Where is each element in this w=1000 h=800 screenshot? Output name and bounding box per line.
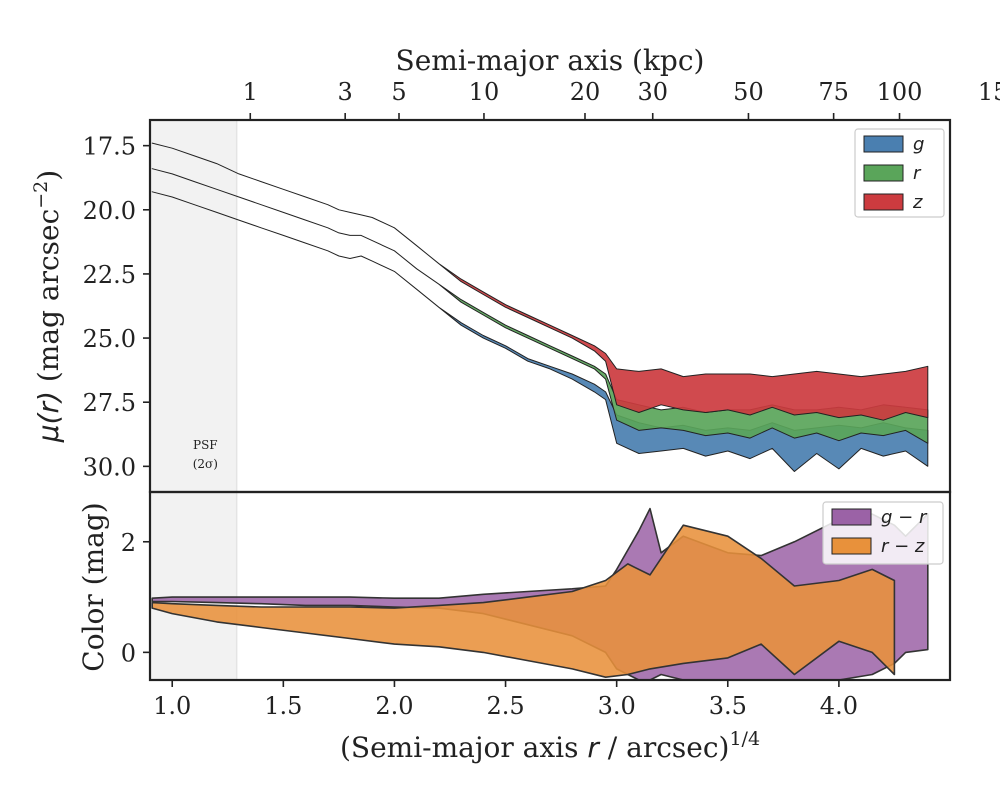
color-ytick-label: 0 <box>121 639 136 667</box>
xtick-label: 4.0 <box>820 692 858 720</box>
kpc-tick-label: 150 <box>978 78 1000 106</box>
axes-frames <box>148 118 952 682</box>
legend-swatch-g-minus-r <box>831 508 872 526</box>
legend-label-g: g <box>913 134 924 155</box>
psf-label: PSF <box>193 438 218 452</box>
legend-label-r-minus-z: r − z <box>881 536 925 557</box>
kpc-tick-label: 75 <box>818 78 849 106</box>
top-axis-title: Semi-major axis (kpc) <box>396 44 705 77</box>
xtick-label: 3.5 <box>709 692 747 720</box>
mu-ytick-label: 27.5 <box>83 389 136 417</box>
kpc-tick-label: 50 <box>733 78 764 106</box>
mu-ytick-label: 17.5 <box>83 133 136 161</box>
kpc-tick-label: 3 <box>338 78 353 106</box>
xtick-label: 2.0 <box>375 692 413 720</box>
xtick-label: 1.0 <box>153 692 191 720</box>
mu-ytick-label: 20.0 <box>83 197 136 225</box>
psf-shaded-region <box>150 120 237 680</box>
kpc-tick-label: 30 <box>637 78 668 106</box>
kpc-tick-label: 10 <box>469 78 500 106</box>
legend-label-z: z <box>912 192 923 213</box>
tick-layer: 17.5 20.0 22.5 25.0 27.5 30.0 0 2 1.0 1.5 2.0 2.5 3.… <box>83 78 1000 720</box>
surface-brightness-panel <box>151 142 929 472</box>
legend-label-r: r <box>913 163 922 184</box>
legend-swatch-r <box>863 164 904 182</box>
legend-layer: grz g − r r − z <box>822 128 945 565</box>
color-ytick-label: 2 <box>121 529 136 557</box>
mu-ytick-label: 25.0 <box>83 325 136 353</box>
background-layer <box>150 120 238 680</box>
band-g <box>151 191 929 472</box>
kpc-tick-label: 1 <box>243 78 258 106</box>
mu-ytick-label: 22.5 <box>83 261 136 289</box>
xtick-label: 2.5 <box>486 692 524 720</box>
legend-swatch-r-minus-z <box>831 537 872 555</box>
mu-axis-title: μ(r) (mag arcsec−2) <box>30 170 65 443</box>
legend-label-g-minus-r: g − r <box>881 507 928 528</box>
kpc-tick-label: 5 <box>391 78 406 106</box>
legend-swatch-z <box>863 193 904 211</box>
color-panel <box>151 507 929 680</box>
kpc-tick-label: 100 <box>877 78 923 106</box>
xtick-label: 1.5 <box>264 692 302 720</box>
bottom-axis-title: (Semi-major axis r / arcsec)1/4 <box>340 728 760 764</box>
legend-swatch-g <box>863 135 904 153</box>
axis-labels: PSF (2σ) Semi-major axis (kpc) μ(r) (mag ar… <box>30 44 760 764</box>
color-axis-title: Color (mag) <box>77 502 110 671</box>
psf-sigma-label: (2σ) <box>193 457 218 471</box>
kpc-tick-label: 20 <box>570 78 601 106</box>
band-z <box>151 142 929 421</box>
color-panel-frame <box>148 490 952 682</box>
band-r-minus-z <box>151 524 896 678</box>
xtick-label: 3.0 <box>598 692 636 720</box>
mu-ytick-label: 30.0 <box>83 453 136 481</box>
